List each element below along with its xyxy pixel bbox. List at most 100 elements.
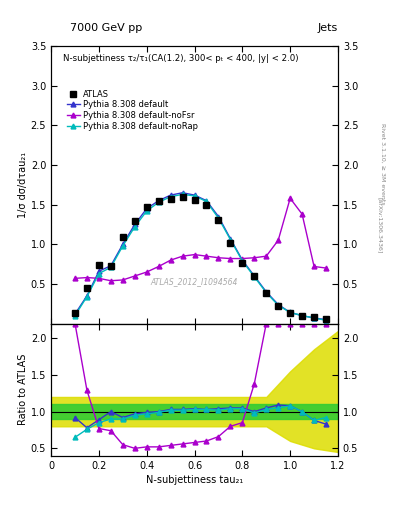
ATLAS xyxy=(264,290,269,296)
Pythia 8.308 default-noFsr xyxy=(264,253,269,259)
Pythia 8.308 default-noFsr xyxy=(324,265,329,271)
Text: [arXiv:1306.3436]: [arXiv:1306.3436] xyxy=(377,197,382,253)
Pythia 8.308 default xyxy=(144,205,149,211)
Pythia 8.308 default-noRap xyxy=(324,317,329,324)
Pythia 8.308 default-noFsr xyxy=(312,263,316,269)
Pythia 8.308 default xyxy=(132,221,137,227)
ATLAS xyxy=(84,285,89,291)
Text: N-subjettiness τ₂/τ₁(CA(1.2), 300< pₜ < 400, |y| < 2.0): N-subjettiness τ₂/τ₁(CA(1.2), 300< pₜ < … xyxy=(62,54,298,63)
Pythia 8.308 default-noFsr xyxy=(108,278,113,284)
Pythia 8.308 default-noFsr xyxy=(300,211,305,217)
Pythia 8.308 default xyxy=(312,315,316,321)
ATLAS xyxy=(192,197,197,203)
Pythia 8.308 default xyxy=(73,311,77,317)
Pythia 8.308 default-noFsr xyxy=(156,263,161,269)
Text: Rivet 3.1.10, ≥ 3M events: Rivet 3.1.10, ≥ 3M events xyxy=(381,123,386,205)
ATLAS xyxy=(228,240,233,246)
Pythia 8.308 default-noRap xyxy=(132,224,137,230)
Line: ATLAS: ATLAS xyxy=(72,194,329,322)
Pythia 8.308 default xyxy=(300,312,305,318)
Pythia 8.308 default-noRap xyxy=(216,215,221,221)
Pythia 8.308 default-noFsr xyxy=(288,195,292,201)
Line: Pythia 8.308 default: Pythia 8.308 default xyxy=(73,190,329,322)
Pythia 8.308 default xyxy=(276,302,281,308)
Pythia 8.308 default-noFsr xyxy=(180,253,185,259)
Line: Pythia 8.308 default-noRap: Pythia 8.308 default-noRap xyxy=(73,192,329,323)
Pythia 8.308 default xyxy=(216,214,221,220)
ATLAS xyxy=(276,303,281,309)
ATLAS xyxy=(324,316,329,322)
Pythia 8.308 default xyxy=(97,268,101,274)
Pythia 8.308 default xyxy=(240,257,245,263)
ATLAS xyxy=(97,262,101,268)
Text: 7000 GeV pp: 7000 GeV pp xyxy=(70,23,142,33)
Pythia 8.308 default-noRap xyxy=(73,312,77,318)
Text: Jets: Jets xyxy=(318,23,338,33)
Pythia 8.308 default-noFsr xyxy=(73,275,77,282)
Pythia 8.308 default xyxy=(180,189,185,196)
Pythia 8.308 default xyxy=(204,198,209,204)
Pythia 8.308 default xyxy=(324,316,329,323)
Pythia 8.308 default xyxy=(84,293,89,299)
Pythia 8.308 default-noFsr xyxy=(84,274,89,281)
Pythia 8.308 default-noFsr xyxy=(132,273,137,279)
ATLAS xyxy=(288,310,292,316)
Pythia 8.308 default-noRap xyxy=(97,270,101,276)
Pythia 8.308 default-noRap xyxy=(240,258,245,264)
Pythia 8.308 default-noFsr xyxy=(120,277,125,283)
ATLAS xyxy=(312,314,316,321)
Pythia 8.308 default-noRap xyxy=(228,237,233,243)
ATLAS xyxy=(204,202,209,208)
Pythia 8.308 default-noRap xyxy=(312,315,316,321)
Pythia 8.308 default-noFsr xyxy=(144,269,149,275)
Text: ATLAS_2012_I1094564: ATLAS_2012_I1094564 xyxy=(151,278,238,286)
Pythia 8.308 default-noRap xyxy=(264,290,269,296)
Pythia 8.308 default-noRap xyxy=(276,302,281,308)
Pythia 8.308 default xyxy=(264,289,269,295)
Pythia 8.308 default-noFsr xyxy=(204,253,209,259)
Pythia 8.308 default-noRap xyxy=(288,309,292,315)
Pythia 8.308 default xyxy=(108,263,113,269)
Pythia 8.308 default-noRap xyxy=(108,264,113,270)
ATLAS xyxy=(252,273,257,279)
Y-axis label: 1/σ dσ/dτau₂₁: 1/σ dσ/dτau₂₁ xyxy=(18,152,28,218)
Pythia 8.308 default-noRap xyxy=(84,293,89,300)
Legend: ATLAS, Pythia 8.308 default, Pythia 8.308 default-noFsr, Pythia 8.308 default-no: ATLAS, Pythia 8.308 default, Pythia 8.30… xyxy=(64,87,201,134)
Pythia 8.308 default xyxy=(168,192,173,198)
Pythia 8.308 default-noRap xyxy=(144,208,149,214)
Pythia 8.308 default xyxy=(228,236,233,242)
Pythia 8.308 default xyxy=(156,198,161,204)
X-axis label: N-subjettiness tau₂₁: N-subjettiness tau₂₁ xyxy=(146,475,243,485)
ATLAS xyxy=(156,198,161,204)
Pythia 8.308 default xyxy=(120,241,125,247)
ATLAS xyxy=(216,218,221,224)
Line: Pythia 8.308 default-noFsr: Pythia 8.308 default-noFsr xyxy=(73,196,329,283)
Pythia 8.308 default-noRap xyxy=(204,198,209,204)
ATLAS xyxy=(240,260,245,266)
Pythia 8.308 default-noRap xyxy=(120,243,125,249)
Pythia 8.308 default-noFsr xyxy=(276,237,281,243)
Pythia 8.308 default-noFsr xyxy=(228,255,233,262)
Pythia 8.308 default-noFsr xyxy=(216,254,221,261)
Pythia 8.308 default-noRap xyxy=(180,191,185,198)
Pythia 8.308 default-noRap xyxy=(168,194,173,200)
ATLAS xyxy=(132,218,137,224)
Pythia 8.308 default xyxy=(192,192,197,198)
Pythia 8.308 default-noRap xyxy=(300,312,305,318)
Pythia 8.308 default-noRap xyxy=(192,193,197,199)
Pythia 8.308 default-noFsr xyxy=(168,257,173,263)
ATLAS xyxy=(108,263,113,269)
Y-axis label: Ratio to ATLAS: Ratio to ATLAS xyxy=(18,354,28,425)
ATLAS xyxy=(73,310,77,316)
Pythia 8.308 default-noFsr xyxy=(97,275,101,282)
Pythia 8.308 default xyxy=(288,309,292,315)
ATLAS xyxy=(120,234,125,240)
Pythia 8.308 default-noFsr xyxy=(240,255,245,262)
Pythia 8.308 default-noFsr xyxy=(192,251,197,258)
ATLAS xyxy=(180,194,185,200)
Pythia 8.308 default xyxy=(252,273,257,279)
Pythia 8.308 default-noFsr xyxy=(252,254,257,261)
Pythia 8.308 default-noRap xyxy=(252,274,257,280)
ATLAS xyxy=(168,196,173,202)
ATLAS xyxy=(144,204,149,210)
